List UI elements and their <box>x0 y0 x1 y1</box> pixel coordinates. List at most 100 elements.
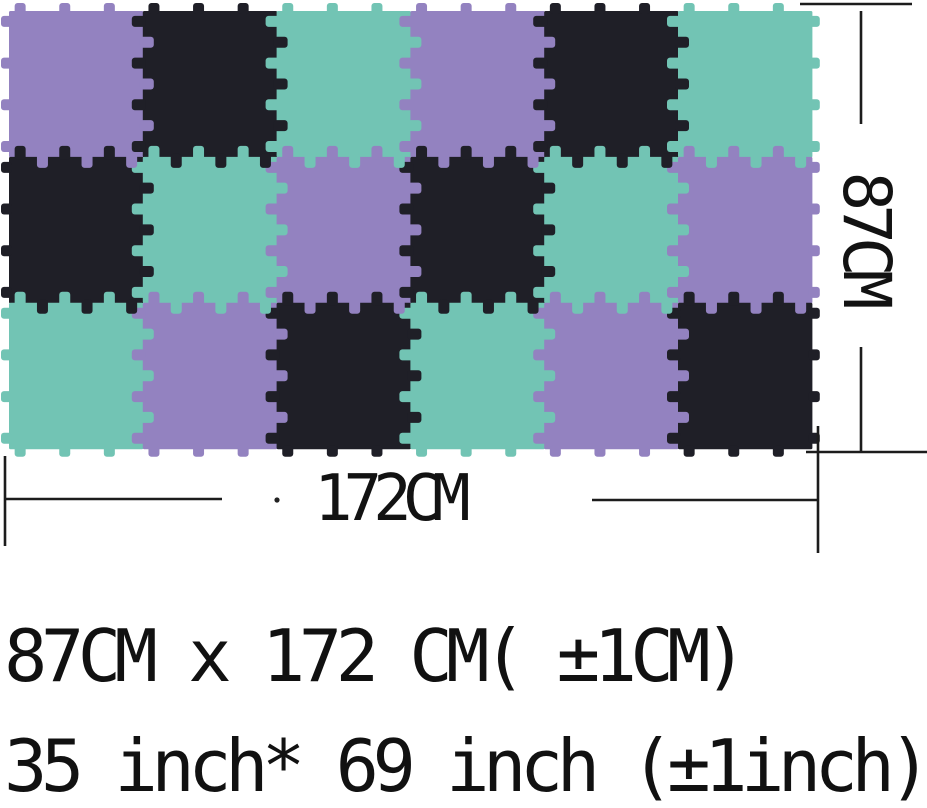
mat-tooth <box>772 291 784 306</box>
mat-edge-tab <box>808 57 820 69</box>
mat-tooth <box>407 78 422 90</box>
mat-tooth <box>399 391 414 403</box>
mat-edge-tab <box>549 3 561 14</box>
mat-edge-tab <box>808 99 820 111</box>
mat-edge-tab <box>1 349 12 361</box>
mat-edge-tab <box>808 307 820 319</box>
mat-tile <box>276 302 411 450</box>
mat-tooth <box>170 299 182 314</box>
mat-edge-tab <box>460 445 472 457</box>
mat-tooth <box>399 57 414 69</box>
mat-tooth <box>349 153 361 168</box>
mat-tooth <box>304 299 316 314</box>
mat-tooth <box>407 36 422 48</box>
mat-tooth <box>349 299 361 314</box>
mat-tooth <box>399 432 414 444</box>
mat-edge-tab <box>282 3 294 14</box>
mat-tooth <box>683 291 695 306</box>
mat-tooth <box>371 145 383 160</box>
mat-tooth <box>14 145 26 160</box>
mat-tooth <box>399 99 414 111</box>
mat-tooth <box>795 153 807 168</box>
mat-edge-tab <box>1 432 12 444</box>
mat-tooth <box>541 182 556 194</box>
mat-tooth <box>304 153 316 168</box>
mat-tooth <box>667 391 681 403</box>
mat-tooth <box>533 99 548 111</box>
mat-tooth <box>139 36 154 48</box>
width-dimension-label: 172CM <box>314 462 471 536</box>
mat-edge-tab <box>148 3 160 14</box>
mat-edge-tab <box>808 161 820 173</box>
mat-tooth <box>549 145 561 160</box>
mat-tooth <box>541 411 556 423</box>
mat-edge-tab <box>683 445 695 457</box>
dimension-lines <box>3 2 927 553</box>
mat-tooth <box>399 203 414 215</box>
mat-edge-tab <box>371 445 383 457</box>
mat-tooth <box>265 57 280 69</box>
mat-tooth <box>675 224 689 236</box>
mat-tooth <box>416 291 428 306</box>
mat-tooth <box>131 15 146 27</box>
mat-edge-tab <box>808 391 820 403</box>
mat-tooth <box>139 370 154 382</box>
mat-edge-tab <box>326 445 338 457</box>
mat-edge-tab <box>371 3 383 14</box>
mat-tooth <box>533 391 548 403</box>
mat-tooth <box>131 391 146 403</box>
mat-tooth <box>265 99 280 111</box>
mat-tooth <box>131 349 146 361</box>
mat-tooth <box>103 291 115 306</box>
mat-tooth <box>273 224 288 236</box>
mat-tooth <box>131 140 146 152</box>
mat-tooth <box>399 15 414 27</box>
mat-tooth <box>407 411 422 423</box>
mat-tile <box>276 156 411 304</box>
mat-tooth <box>265 349 280 361</box>
mat-tooth <box>572 153 584 168</box>
mat-edge-tab <box>808 245 820 257</box>
mat-tooth <box>273 78 288 90</box>
mat-edge-tab <box>148 445 160 457</box>
mat-tooth <box>273 120 288 132</box>
mat-tooth <box>131 245 146 257</box>
mat-tooth <box>148 291 160 306</box>
mat-tooth <box>273 182 288 194</box>
mat-tile <box>9 156 144 304</box>
mat-tooth <box>675 120 689 132</box>
mat-edge-tab <box>14 3 26 14</box>
mat-edge-tab <box>639 3 651 14</box>
mat-edge-tab <box>808 349 820 361</box>
mat-edge-tab <box>416 445 428 457</box>
mat-tooth <box>416 145 428 160</box>
mat-tooth <box>639 291 651 306</box>
mat-edge-tab <box>808 286 820 298</box>
mat-tooth <box>675 370 689 382</box>
mat-tooth <box>36 153 48 168</box>
mat-tile <box>142 156 278 304</box>
mat-tooth <box>533 245 548 257</box>
mat-edge-tab <box>1 99 12 111</box>
mat-tile <box>142 11 278 158</box>
mat-tile <box>544 156 679 304</box>
mat-tooth <box>667 286 681 298</box>
mat-tile <box>410 11 545 158</box>
mat-tooth <box>594 291 606 306</box>
mat-tooth <box>273 266 288 278</box>
mat-edge-tab <box>1 245 12 257</box>
mat-tooth <box>667 99 681 111</box>
mat-tooth <box>750 153 762 168</box>
mat-tooth <box>259 299 271 314</box>
mat-tooth <box>273 411 288 423</box>
mat-edge-tab <box>103 3 115 14</box>
mat-tooth <box>131 286 146 298</box>
foam-mat-assembly <box>1 3 820 457</box>
size-caption-inch: 35 inch* 69 inch (±1inch) <box>4 724 927 808</box>
mat-tooth <box>460 145 472 160</box>
mat-tile <box>678 11 813 158</box>
mat-tooth <box>541 36 556 48</box>
mat-tooth <box>675 36 689 48</box>
mat-tooth <box>407 370 422 382</box>
